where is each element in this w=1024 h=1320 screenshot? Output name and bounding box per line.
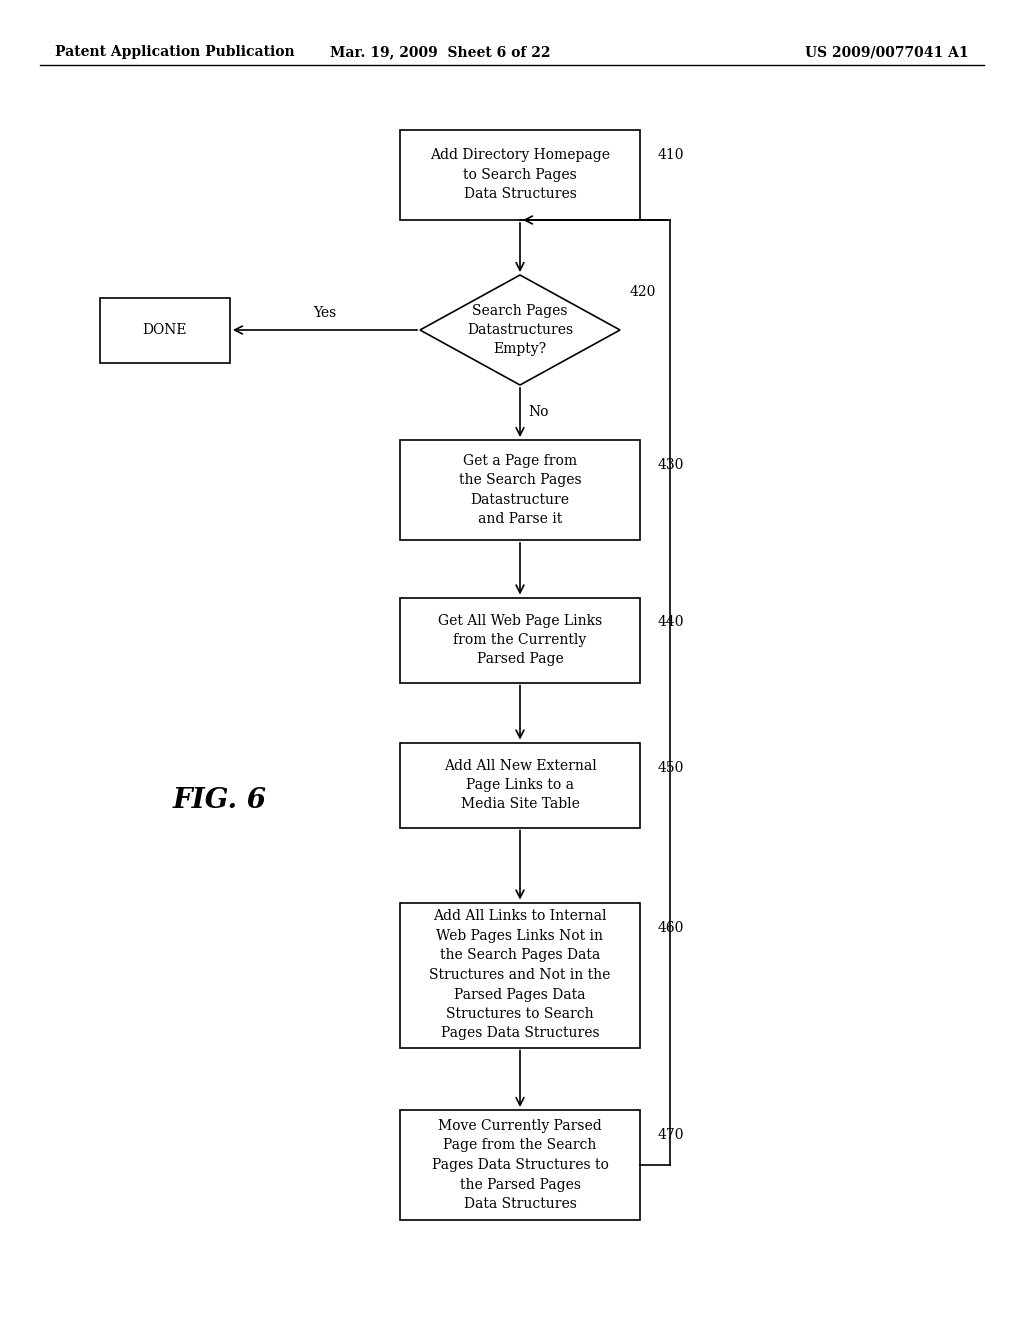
Text: 430: 430 bbox=[658, 458, 684, 473]
Text: Mar. 19, 2009  Sheet 6 of 22: Mar. 19, 2009 Sheet 6 of 22 bbox=[330, 45, 551, 59]
Text: 450: 450 bbox=[658, 760, 684, 775]
Text: Yes: Yes bbox=[313, 306, 337, 319]
Text: 460: 460 bbox=[658, 920, 684, 935]
Text: No: No bbox=[528, 405, 549, 420]
Bar bbox=[400, 742, 640, 828]
Text: Add All Links to Internal
Web Pages Links Not in
the Search Pages Data
Structure: Add All Links to Internal Web Pages Link… bbox=[429, 909, 610, 1040]
Text: Patent Application Publication: Patent Application Publication bbox=[55, 45, 295, 59]
Text: FIG. 6: FIG. 6 bbox=[173, 787, 267, 813]
Text: US 2009/0077041 A1: US 2009/0077041 A1 bbox=[805, 45, 969, 59]
Text: Search Pages
Datastructures
Empty?: Search Pages Datastructures Empty? bbox=[467, 304, 573, 356]
Text: 420: 420 bbox=[630, 285, 656, 300]
Text: Add All New External
Page Links to a
Media Site Table: Add All New External Page Links to a Med… bbox=[443, 759, 596, 812]
Bar bbox=[100, 297, 230, 363]
Text: Move Currently Parsed
Page from the Search
Pages Data Structures to
the Parsed P: Move Currently Parsed Page from the Sear… bbox=[431, 1119, 608, 1210]
Bar bbox=[400, 598, 640, 682]
Text: 440: 440 bbox=[658, 615, 684, 630]
Text: 410: 410 bbox=[658, 148, 684, 162]
Text: 470: 470 bbox=[658, 1129, 684, 1142]
Bar bbox=[400, 903, 640, 1048]
Bar bbox=[400, 440, 640, 540]
Bar bbox=[400, 129, 640, 220]
Bar bbox=[400, 1110, 640, 1220]
Text: Get a Page from
the Search Pages
Datastructure
and Parse it: Get a Page from the Search Pages Datastr… bbox=[459, 454, 582, 527]
Text: DONE: DONE bbox=[142, 323, 187, 337]
Text: Get All Web Page Links
from the Currently
Parsed Page: Get All Web Page Links from the Currentl… bbox=[438, 614, 602, 667]
Polygon shape bbox=[420, 275, 620, 385]
Text: Add Directory Homepage
to Search Pages
Data Structures: Add Directory Homepage to Search Pages D… bbox=[430, 149, 610, 202]
